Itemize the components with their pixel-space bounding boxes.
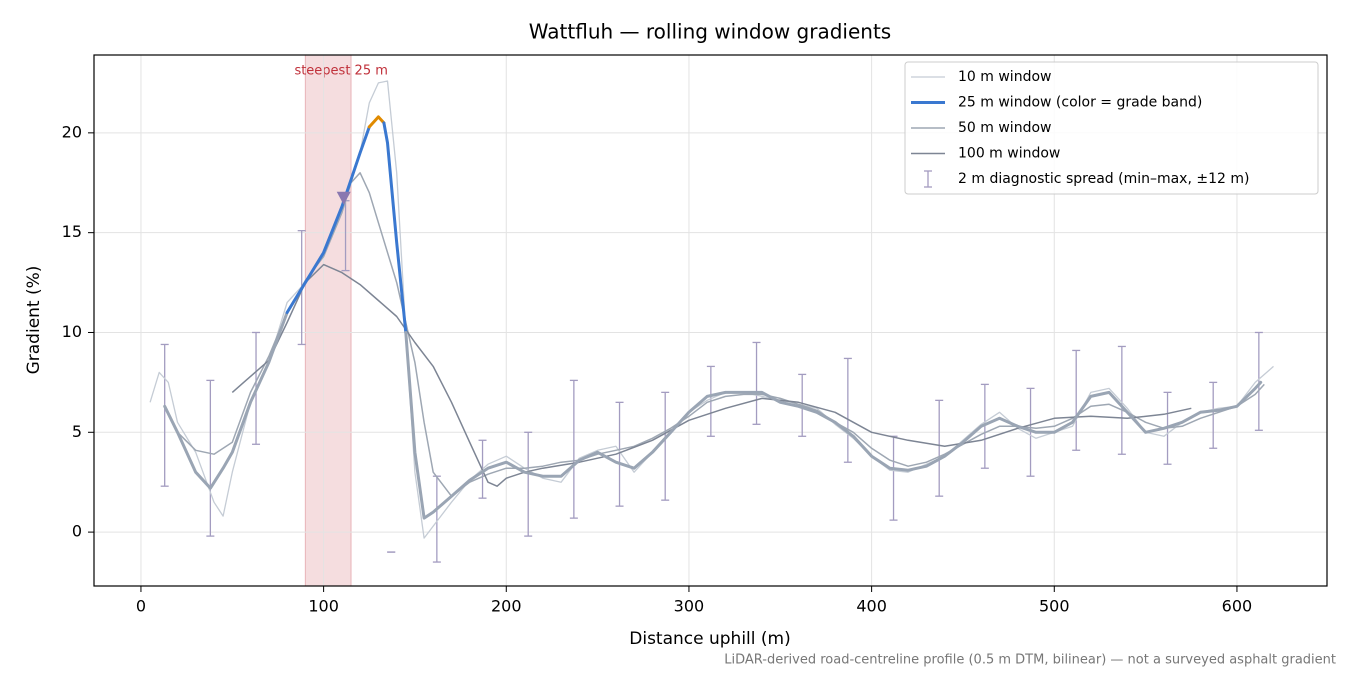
legend-box	[904, 61, 1319, 195]
highlight-band	[304, 54, 352, 587]
error-bar	[661, 391, 670, 501]
line	[231, 263, 1192, 487]
line-segment	[367, 115, 386, 129]
error-bar	[524, 431, 533, 537]
error-bar	[1117, 345, 1126, 455]
footnote: LiDAR-derived road-centreline profile (0…	[724, 653, 1336, 668]
y-tick-label: 0	[72, 522, 82, 541]
x-tick-label: 600	[1222, 597, 1253, 616]
x-tick-label: 0	[136, 597, 146, 616]
line-segment	[382, 121, 408, 334]
error-bar	[1072, 349, 1081, 451]
line-segment	[404, 331, 1263, 520]
error-bar	[160, 343, 169, 487]
x-tick-label: 500	[1039, 597, 1070, 616]
x-tick-label: 100	[308, 597, 339, 616]
error-bar	[432, 475, 441, 563]
chart-title: Wattfluh — rolling window gradients	[529, 20, 891, 44]
legend-label: 100 m window	[958, 146, 1060, 162]
y-tick-label: 5	[72, 422, 82, 441]
x-tick-label: 400	[856, 597, 887, 616]
y-tick-label: 15	[62, 222, 82, 241]
y-tick-label: 10	[62, 322, 82, 341]
x-axis-label: Distance uphill (m)	[629, 629, 790, 649]
x-tick-label: 300	[674, 597, 705, 616]
legend-label: 10 m window	[958, 69, 1051, 85]
error-bar	[615, 401, 624, 507]
y-tick-label: 20	[62, 122, 82, 141]
legend-label: 2 m diagnostic spread (min–max, ±12 m)	[958, 171, 1249, 187]
highlight-label: steepest 25 m	[294, 64, 387, 79]
error-bar	[843, 357, 852, 463]
error-bar	[206, 379, 215, 537]
line-segment	[285, 125, 371, 314]
x-tick-label: 200	[491, 597, 522, 616]
error-bar	[1026, 387, 1035, 477]
error-bar	[569, 379, 578, 519]
error-bar	[1254, 331, 1263, 431]
plot-frame	[93, 54, 1328, 587]
peak-marker	[336, 191, 351, 205]
error-bar	[889, 435, 898, 521]
legend-label: 25 m window (color = grade band)	[958, 95, 1202, 111]
line-segment	[163, 311, 289, 490]
error-bar	[752, 341, 761, 425]
error-bar	[1209, 381, 1218, 449]
y-axis-label: Gradient (%)	[24, 266, 44, 375]
legend-label: 50 m window	[958, 120, 1051, 136]
error-bar	[935, 399, 944, 497]
